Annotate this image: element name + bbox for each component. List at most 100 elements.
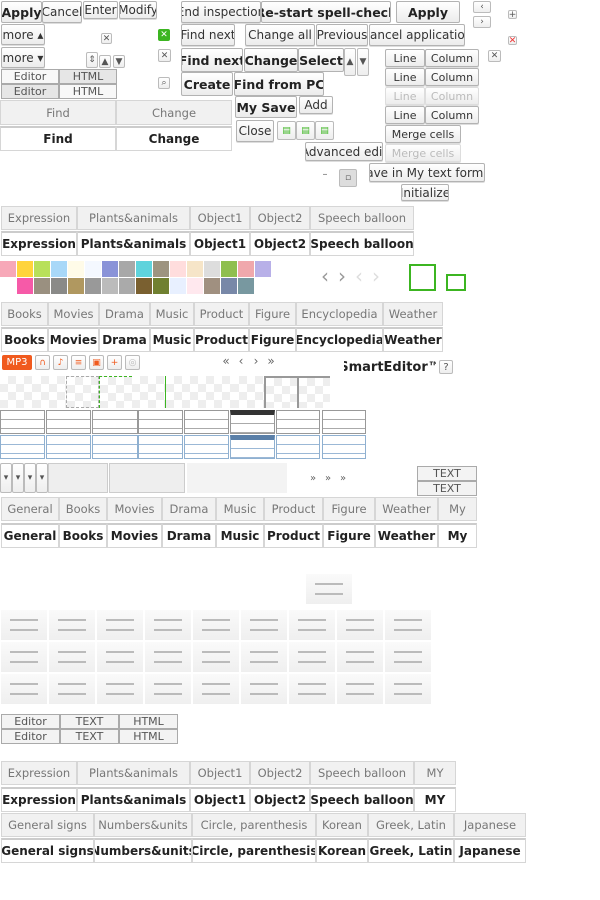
category-tab[interactable]: Drama	[162, 497, 216, 521]
table-line-button[interactable]: Line	[385, 49, 425, 67]
border-style-sample[interactable]	[198, 376, 231, 408]
layout-template[interactable]	[306, 574, 352, 604]
media-tab[interactable]: Movies	[48, 302, 99, 326]
layout-template[interactable]	[97, 642, 143, 672]
color-swatch[interactable]	[187, 261, 203, 277]
find-tab-active[interactable]: Change	[116, 126, 232, 151]
color-swatch[interactable]	[51, 278, 67, 294]
cancel-application-button[interactable]: Cancel application	[369, 24, 465, 46]
find-next-button[interactable]: Find next	[181, 24, 235, 46]
dropdown-arrow-icon[interactable]: ▾	[36, 463, 48, 493]
table-line-button[interactable]: Line	[385, 106, 425, 124]
close-green-icon[interactable]: ✕	[158, 29, 170, 41]
table-style-gray[interactable]	[0, 410, 45, 434]
chevron-left-icon[interactable]: ‹	[321, 268, 329, 284]
previous-button[interactable]: Previous	[316, 24, 368, 46]
emoticon-tab[interactable]: Object1	[190, 761, 250, 785]
advanced-edit-button[interactable]: Advanced edit	[305, 142, 383, 161]
spinner-icon[interactable]: ⇕	[86, 52, 98, 68]
align-top-icon[interactable]: ▤	[277, 121, 296, 140]
emoticon-tab-active[interactable]: Plants&animals	[77, 231, 190, 256]
emoticon-tab[interactable]: Expression	[1, 206, 77, 230]
align-right-icon[interactable]: ▤	[315, 121, 334, 140]
double-chevron-icon[interactable]: »	[324, 472, 332, 484]
double-chevron-icon[interactable]: »	[339, 472, 347, 484]
layout-template[interactable]	[145, 642, 191, 672]
color-swatch[interactable]	[221, 261, 237, 277]
chevron-right-icon[interactable]: ›	[338, 268, 346, 284]
mp3-button[interactable]: MP3	[2, 355, 32, 370]
table-style-blue[interactable]	[138, 435, 183, 459]
symbol-tab-active[interactable]: Korean	[316, 838, 368, 863]
border-style-sample[interactable]	[165, 376, 198, 408]
border-style-sample[interactable]	[297, 376, 330, 408]
symbol-tab[interactable]: Korean	[316, 813, 368, 837]
table-style-blue[interactable]	[92, 435, 138, 459]
editor-mode-tab[interactable]: Editor	[1, 69, 59, 84]
find-tab[interactable]: Change	[116, 100, 232, 125]
music-note-icon[interactable]: ♪	[53, 355, 68, 370]
emoticon-tab[interactable]: Plants&animals	[77, 206, 190, 230]
table-style-gray[interactable]	[230, 410, 275, 434]
color-swatch[interactable]	[34, 278, 50, 294]
symbol-tab-active[interactable]: Numbers&units	[94, 838, 192, 863]
border-style-sample[interactable]	[132, 376, 165, 408]
emoticon-tab[interactable]: Expression	[1, 761, 77, 785]
apply-button[interactable]: Apply	[1, 1, 42, 23]
border-style-sample[interactable]	[0, 376, 33, 408]
color-swatch[interactable]	[119, 278, 135, 294]
save-format-button[interactable]: Save in My text format	[369, 163, 485, 182]
search-icon[interactable]: ⌕	[158, 77, 170, 89]
emoticon-tab[interactable]: Speech balloon	[310, 761, 414, 785]
symbol-tab-active[interactable]: General signs	[1, 838, 94, 863]
layout-template[interactable]	[49, 610, 95, 640]
layout-template[interactable]	[97, 674, 143, 704]
color-swatch[interactable]	[255, 278, 271, 294]
mode-tab[interactable]: HTML	[119, 714, 178, 729]
color-swatch[interactable]	[102, 261, 118, 277]
window-icon[interactable]: ▫	[339, 169, 357, 187]
layout-template[interactable]	[241, 674, 287, 704]
help-icon[interactable]: ?	[439, 360, 453, 374]
category-tab[interactable]: Product	[264, 497, 323, 521]
find-next-bold-button[interactable]: Find next	[181, 48, 243, 72]
media-tab-active[interactable]: Figure	[249, 327, 296, 352]
color-swatch[interactable]	[221, 278, 237, 294]
media-tab-active[interactable]: Books	[1, 327, 48, 352]
layout-template[interactable]	[337, 610, 383, 640]
symbol-tab-active[interactable]: Greek, Latin	[368, 838, 454, 863]
table-style-gray[interactable]	[138, 410, 183, 434]
media-tab[interactable]: Music	[150, 302, 194, 326]
chevron-right-icon[interactable]: ›	[473, 16, 491, 28]
media-tab-active[interactable]: Product	[194, 327, 249, 352]
plus-icon[interactable]: +	[508, 10, 517, 19]
dropdown-arrow-icon[interactable]: ▾	[0, 463, 12, 493]
layout-template[interactable]	[193, 642, 239, 672]
close-icon[interactable]: ✕	[158, 49, 171, 62]
layout-template[interactable]	[289, 674, 335, 704]
minimize-icon[interactable]: –	[322, 170, 328, 178]
enter-button[interactable]: Enter	[83, 1, 118, 19]
nav-arrow-icon[interactable]: »	[267, 355, 275, 367]
category-tab-active[interactable]: Weather	[375, 523, 438, 548]
table-style-blue[interactable]	[230, 435, 275, 459]
color-swatch[interactable]	[34, 261, 50, 277]
category-tab-active[interactable]: Books	[59, 523, 107, 548]
table-line-button[interactable]: Line	[385, 87, 425, 105]
close-icon[interactable]: ✕	[101, 33, 112, 44]
symbol-tab[interactable]: Japanese	[454, 813, 526, 837]
emoticon-tab-active[interactable]: Object2	[250, 787, 310, 812]
more-up-button[interactable]: more ▴	[1, 24, 45, 45]
find-tab-active[interactable]: Find	[0, 126, 116, 151]
color-swatch[interactable]	[136, 261, 152, 277]
color-swatch[interactable]	[170, 261, 186, 277]
apply-button[interactable]: Apply	[396, 1, 460, 23]
table-style-gray[interactable]	[276, 410, 320, 434]
table-style-gray[interactable]	[46, 410, 91, 434]
nav-arrow-icon[interactable]: «	[222, 355, 230, 367]
dropdown-arrow-icon[interactable]: ▾	[24, 463, 36, 493]
color-swatch[interactable]	[17, 278, 33, 294]
color-swatch[interactable]	[187, 278, 203, 294]
color-swatch[interactable]	[204, 278, 220, 294]
html-mode-tab[interactable]: HTML	[59, 69, 117, 84]
